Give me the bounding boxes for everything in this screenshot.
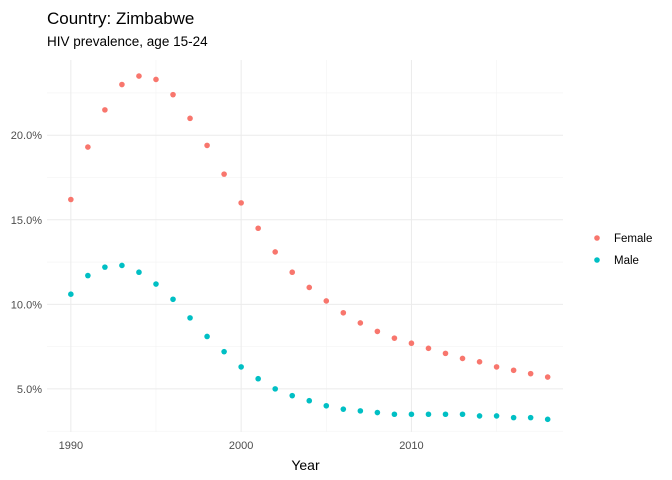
legend: Female Male [594, 233, 652, 267]
data-points [68, 73, 551, 423]
data-point [68, 291, 74, 297]
x-tick-label: 2010 [399, 440, 423, 452]
data-point [408, 340, 415, 347]
data-point [153, 281, 159, 287]
data-point [442, 411, 449, 418]
data-point [544, 416, 551, 423]
data-point [187, 115, 193, 122]
y-axis-ticks: 5.0% 10.0% 15.0% 20.0% [11, 130, 42, 396]
data-point [289, 392, 296, 399]
data-point [527, 370, 534, 377]
legend-label: Male [614, 255, 639, 267]
data-point [204, 333, 210, 340]
data-point [374, 409, 381, 416]
data-point [102, 264, 108, 270]
data-point [510, 414, 517, 421]
data-point [119, 81, 125, 88]
grid [47, 60, 563, 432]
data-point [357, 320, 364, 326]
data-point [119, 262, 125, 269]
data-point [459, 411, 466, 418]
y-tick-label: 10.0% [11, 299, 42, 311]
data-point [323, 298, 330, 304]
data-point [476, 359, 483, 365]
data-point [306, 397, 313, 404]
series-male [68, 262, 551, 423]
data-point [544, 374, 551, 380]
data-point [238, 200, 244, 206]
data-point [255, 375, 261, 382]
data-point [408, 411, 415, 418]
data-point [340, 309, 347, 316]
data-point [238, 364, 244, 370]
data-point [255, 225, 261, 232]
data-point [323, 402, 330, 409]
data-point [272, 249, 278, 255]
data-point [136, 269, 142, 276]
data-point [170, 296, 176, 303]
data-point [221, 171, 227, 177]
data-point [510, 367, 517, 374]
data-point [221, 348, 227, 355]
data-point [85, 272, 91, 279]
data-point [476, 413, 483, 419]
data-point [187, 315, 193, 321]
data-point [289, 269, 296, 276]
data-point [170, 91, 176, 98]
data-point [391, 335, 398, 341]
chart-subtitle: HIV prevalence, age 15-24 [47, 34, 208, 49]
x-tick-label: 2000 [229, 440, 253, 452]
data-point [425, 345, 432, 352]
series-female [68, 73, 551, 380]
x-axis-ticks: 1990 2000 2010 [59, 440, 424, 452]
data-point [272, 386, 278, 392]
data-point [306, 284, 313, 291]
data-point [425, 411, 432, 418]
legend-label: Female [614, 233, 652, 245]
data-point [459, 355, 466, 362]
data-point [136, 73, 142, 79]
x-axis-title: Year [291, 457, 320, 473]
x-tick-label: 1990 [59, 440, 83, 452]
data-point [374, 328, 381, 335]
chart-title: Country: Zimbabwe [47, 9, 194, 28]
legend-key [594, 257, 600, 263]
data-point [68, 196, 74, 203]
data-point [357, 408, 364, 414]
data-point [442, 350, 449, 357]
data-point [153, 76, 159, 83]
data-point [493, 413, 500, 419]
data-point [391, 411, 398, 418]
data-point [340, 406, 347, 412]
data-point [493, 364, 500, 370]
legend-key [594, 235, 600, 241]
y-tick-label: 15.0% [11, 215, 42, 227]
data-point [527, 414, 534, 421]
data-point [204, 142, 210, 149]
data-point [85, 144, 91, 150]
y-tick-label: 20.0% [11, 130, 42, 142]
y-tick-label: 5.0% [17, 384, 42, 396]
data-point [102, 107, 108, 113]
